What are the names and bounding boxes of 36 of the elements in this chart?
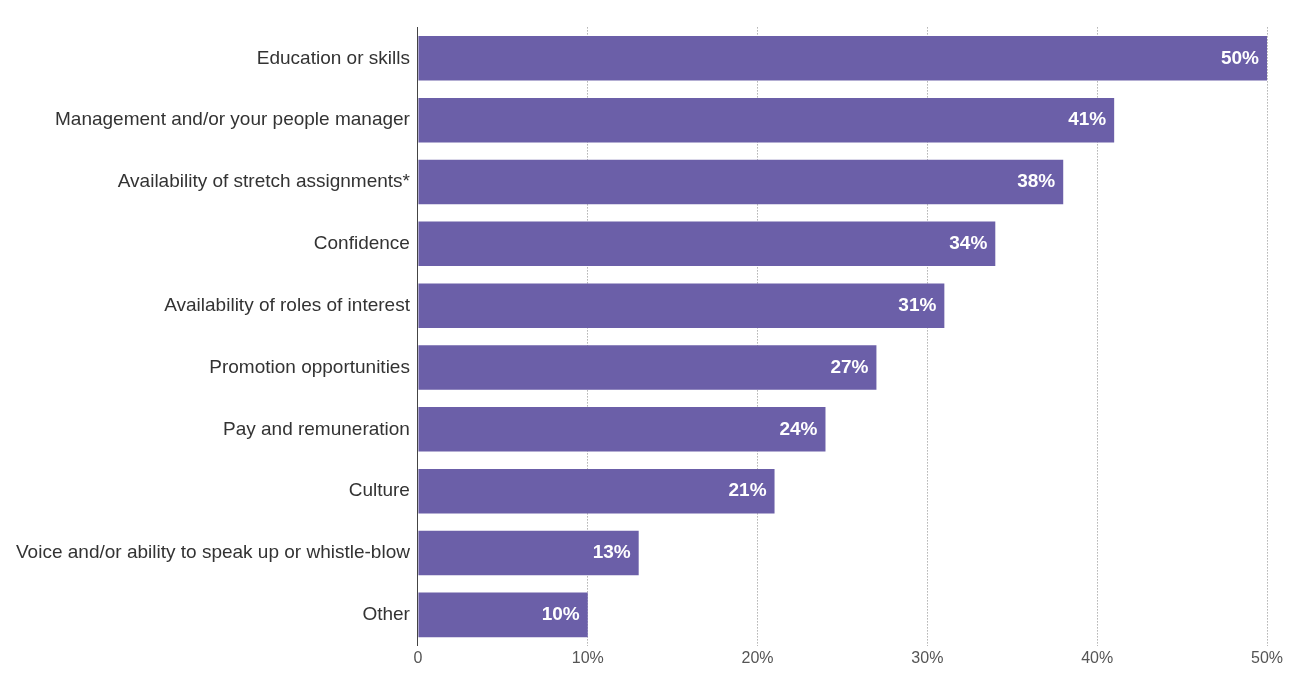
y-tick-label: Availability of stretch assignments* — [117, 170, 411, 192]
data-label: 10% — [541, 603, 580, 625]
bar — [418, 592, 588, 638]
data-label: 31% — [898, 293, 937, 315]
data-label: 27% — [830, 355, 869, 377]
x-tick-label: 50% — [1250, 648, 1284, 666]
bar — [418, 468, 775, 514]
y-tick-label: Culture — [348, 479, 410, 501]
data-label: 24% — [779, 417, 818, 439]
data-label: 21% — [728, 479, 767, 501]
bar — [418, 97, 1115, 143]
y-tick-label: Confidence — [313, 232, 410, 254]
bar — [418, 159, 1064, 205]
data-label: 34% — [949, 232, 988, 254]
data-label: 50% — [1220, 46, 1260, 68]
y-tick-label: Other — [362, 603, 411, 625]
x-tick-label: 0 — [413, 648, 423, 666]
x-tick-label: 30% — [911, 648, 944, 666]
y-tick-label: Voice and/or ability to speak up or whistle-blow — [16, 541, 411, 563]
data-label: 41% — [1068, 108, 1107, 130]
x-tick-label: 20% — [741, 648, 774, 666]
bar — [418, 36, 1267, 81]
y-tick-label: Availability of roles of interest — [164, 293, 411, 315]
bar — [418, 530, 639, 576]
data-label: 38% — [1017, 170, 1056, 192]
y-tick-label: Management and/or your people manager — [55, 108, 411, 130]
y-tick-label: Pay and remuneration — [222, 417, 410, 439]
bar — [418, 407, 826, 452]
data-label: 13% — [592, 541, 631, 563]
x-tick-label: 10% — [571, 648, 604, 666]
bar — [418, 283, 945, 328]
y-tick-label: Promotion opportunities — [209, 355, 410, 377]
bar — [418, 345, 877, 390]
x-tick-label: 40% — [1081, 648, 1114, 666]
y-tick-label: Education or skills — [256, 46, 410, 68]
bar — [418, 221, 996, 267]
